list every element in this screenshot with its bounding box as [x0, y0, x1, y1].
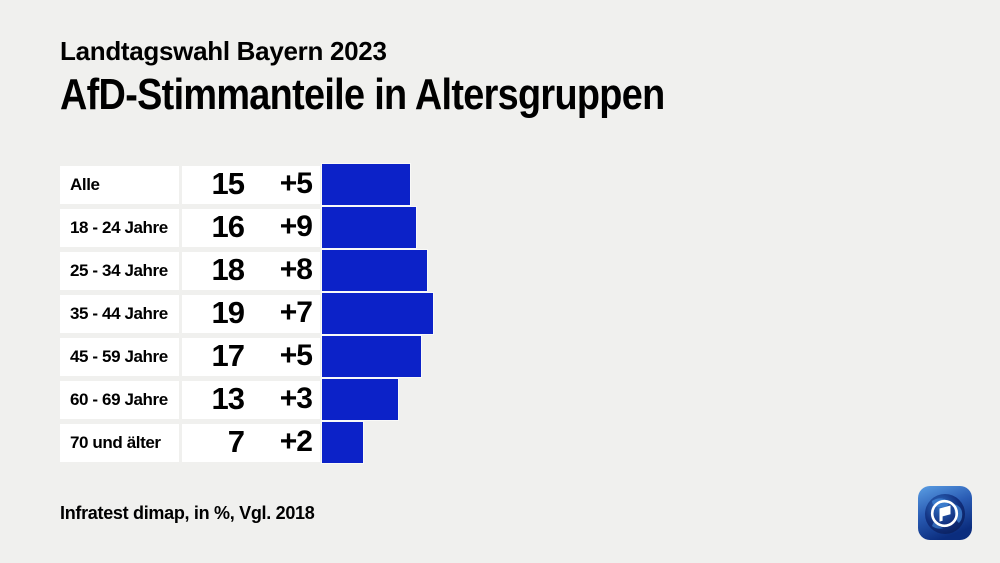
vote-share-bar	[322, 250, 427, 291]
table-row: 70 und älter 7 +2	[60, 422, 960, 463]
table-row: 35 - 44 Jahre 19 +7	[60, 293, 960, 334]
age-group-label: Alle	[60, 166, 179, 204]
vote-share-value: 17	[211, 337, 245, 373]
vote-share-bar	[322, 379, 398, 420]
age-group-label: 25 - 34 Jahre	[60, 252, 179, 290]
age-group-label: 18 - 24 Jahre	[60, 209, 179, 247]
change-vs-2018-value: +5	[279, 338, 313, 372]
table-row: 45 - 59 Jahre 17 +5	[60, 336, 960, 377]
value-cell: 15 +5	[182, 166, 320, 204]
change-vs-2018-value: +3	[279, 381, 313, 415]
vote-share-value: 18	[211, 251, 245, 287]
vote-share-bar	[322, 422, 363, 463]
value-cell: 7 +2	[182, 424, 320, 462]
age-group-label: 60 - 69 Jahre	[60, 381, 179, 419]
value-cell: 19 +7	[182, 295, 320, 333]
change-vs-2018-value: +9	[279, 209, 313, 243]
change-vs-2018-value: +2	[279, 424, 313, 458]
age-group-label: 70 und älter	[60, 424, 179, 462]
age-group-bar-table: Alle 15 +5 18 - 24 Jahre 16 +9 25 - 34 J…	[60, 164, 960, 467]
chart-title: AfD-Stimmanteile in Altersgruppen	[60, 70, 665, 119]
change-vs-2018-value: +7	[279, 295, 313, 329]
value-cell: 16 +9	[182, 209, 320, 247]
vote-share-value: 7	[227, 423, 245, 459]
vote-share-value: 19	[211, 294, 245, 330]
vote-share-bar	[322, 207, 416, 248]
tagesschau-logo-icon	[918, 486, 972, 540]
source-note: Infratest dimap, in %, Vgl. 2018	[60, 503, 315, 523]
chart-kicker: Landtagswahl Bayern 2023	[60, 36, 387, 66]
age-group-label: 35 - 44 Jahre	[60, 295, 179, 333]
vote-share-value: 15	[211, 165, 245, 201]
vote-share-value: 13	[211, 380, 245, 416]
table-row: 18 - 24 Jahre 16 +9	[60, 207, 960, 248]
value-cell: 13 +3	[182, 381, 320, 419]
globe-one-icon	[918, 486, 972, 540]
table-row: Alle 15 +5	[60, 164, 960, 205]
change-vs-2018-value: +5	[279, 166, 313, 200]
vote-share-bar	[322, 293, 433, 334]
vote-share-value: 16	[211, 208, 245, 244]
change-vs-2018-value: +8	[279, 252, 313, 286]
vote-share-bar	[322, 164, 410, 205]
table-row: 60 - 69 Jahre 13 +3	[60, 379, 960, 420]
age-group-label: 45 - 59 Jahre	[60, 338, 179, 376]
table-row: 25 - 34 Jahre 18 +8	[60, 250, 960, 291]
vote-share-bar	[322, 336, 421, 377]
value-cell: 17 +5	[182, 338, 320, 376]
value-cell: 18 +8	[182, 252, 320, 290]
